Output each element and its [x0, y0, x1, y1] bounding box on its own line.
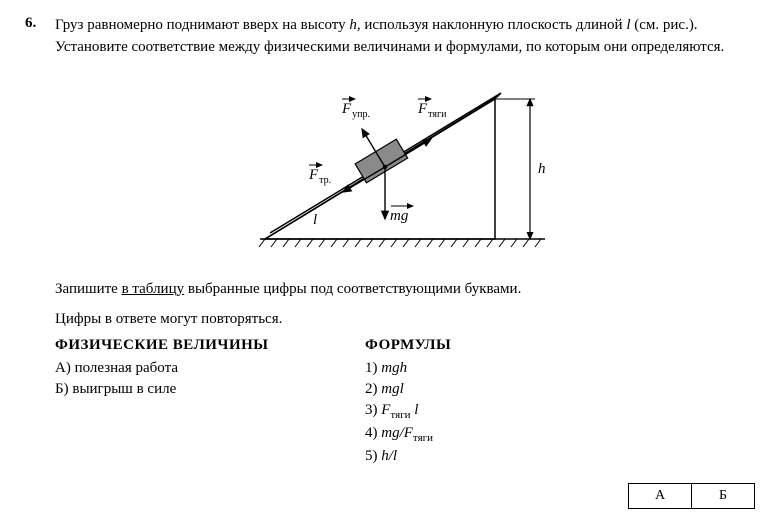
label-F-tr-sub: тр.	[319, 175, 331, 186]
answer-header-A: А	[629, 483, 692, 508]
label-F-tr: F	[308, 167, 319, 183]
formula-text: h/l	[381, 448, 397, 464]
list-item: 4) mg/Fтяги	[365, 425, 755, 444]
formulas-column: ФОРМУЛЫ 1) mgh 2) mgl 3) Fтяги l 4) mg/F…	[365, 337, 755, 469]
list-item: 3) Fтяги l	[365, 402, 755, 421]
item-letter: А)	[55, 360, 71, 376]
matching-columns: ФИЗИЧЕСКИЕ ВЕЛИЧИНЫ А) полезная работа Б…	[55, 337, 755, 469]
formula-text: Fтяги l	[381, 402, 418, 418]
formula-text: mgl	[381, 381, 404, 397]
item-text: полезная работа	[75, 360, 178, 376]
answer-table: А Б	[628, 483, 755, 509]
formulas-header: ФОРМУЛЫ	[365, 337, 755, 354]
item-num: 2)	[365, 381, 378, 397]
diagram-area: Fупр. Fтяги Fтр. mg l h	[55, 69, 755, 264]
list-item: 5) h/l	[365, 448, 755, 465]
svg-text:Fтяги: Fтяги	[417, 101, 447, 120]
problem-body: Груз равномерно поднимают вверх на высот…	[55, 15, 755, 509]
answer-table-row: А Б	[55, 483, 755, 509]
problem-number: 6.	[25, 15, 55, 32]
svg-text:Fупр.: Fупр.	[341, 101, 370, 120]
item-num: 3)	[365, 402, 378, 418]
label-F-upr: F	[341, 101, 352, 117]
item-text: выигрыш в силе	[72, 381, 176, 397]
label-F-upr-sub: упр.	[352, 109, 370, 120]
quantities-header: ФИЗИЧЕСКИЕ ВЕЛИЧИНЫ	[55, 337, 365, 354]
inclined-plane-diagram: Fупр. Fтяги Fтр. mg l h	[235, 69, 575, 259]
text-part: Запишите	[55, 281, 122, 297]
svg-text:Fтр.: Fтр.	[308, 167, 331, 186]
formula-text: mgh	[381, 360, 407, 376]
instruction-2: Цифры в ответе могут повторяться.	[55, 308, 755, 331]
label-F-tyagi-sub: тяги	[428, 109, 447, 120]
label-h: h	[538, 161, 546, 177]
item-letter: Б)	[55, 381, 69, 397]
text-part: Груз равномерно поднимают вверх на высот…	[55, 17, 349, 33]
instruction-1: Запишите в таблицу выбранные цифры под с…	[55, 278, 755, 301]
item-num: 4)	[365, 425, 378, 441]
text-underlined: в таблицу	[122, 281, 185, 297]
problem-statement: Груз равномерно поднимают вверх на высот…	[55, 15, 755, 59]
label-l: l	[313, 212, 317, 228]
list-item: А) полезная работа	[55, 360, 365, 377]
item-num: 1)	[365, 360, 378, 376]
var-h: h	[349, 17, 357, 33]
text-part: выбранные цифры под соответствующими бук…	[184, 281, 521, 297]
problem-container: 6. Груз равномерно поднимают вверх на вы…	[25, 15, 755, 509]
quantities-column: ФИЗИЧЕСКИЕ ВЕЛИЧИНЫ А) полезная работа Б…	[55, 337, 365, 469]
item-num: 5)	[365, 448, 378, 464]
list-item: Б) выигрыш в силе	[55, 381, 365, 398]
text-part: , используя наклонную плоскость длиной	[357, 17, 626, 33]
formula-text: mg/Fтяги	[381, 425, 433, 441]
label-mg: mg	[390, 208, 409, 224]
label-F-tyagi: F	[417, 101, 428, 117]
list-item: 1) mgh	[365, 360, 755, 377]
list-item: 2) mgl	[365, 381, 755, 398]
answer-header-B: Б	[692, 483, 755, 508]
